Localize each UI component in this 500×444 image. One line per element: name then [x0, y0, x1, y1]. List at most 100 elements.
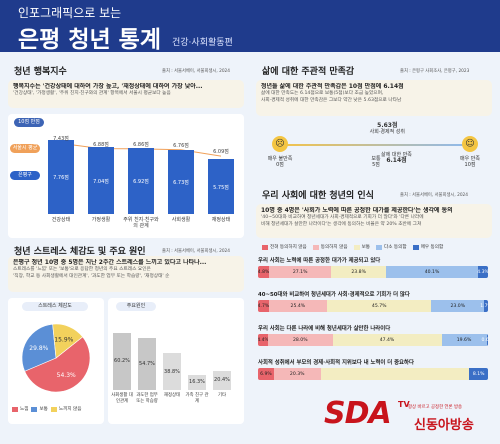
- society-seg-2-4: 0.6%: [481, 334, 488, 346]
- society-seg-2-1: 28.0%: [268, 334, 333, 346]
- econ-label: 사회·경제적 성취: [369, 129, 406, 135]
- cause-label-4: 기타: [217, 393, 227, 398]
- happiness-note: 행복지수는 '건강상태에 대하여 가장 높고, '재정상태에 대하여 가장 낮아…: [8, 80, 244, 108]
- stress-source: 출처 : 서울서베이, 서울회생시, 2024: [162, 249, 231, 254]
- category-label-0: 건강상태: [51, 217, 71, 223]
- cause-bar-2: [163, 353, 181, 390]
- satisfaction-detail1: 삶에 대한 만족도는 6.14점으로 보통(5점)보다 조금 높았으며,: [261, 91, 384, 96]
- category-label-2: 주위 친지·친구와의 관계: [123, 217, 159, 229]
- category-label-3: 사회생활: [171, 217, 191, 223]
- society-seg-1-3: 23.0%: [431, 300, 485, 312]
- watermark-brand: SDA: [324, 396, 392, 431]
- society-seg-3-0: 6.9%: [258, 368, 274, 380]
- cause-title: 주요원인: [116, 302, 156, 311]
- cause-label-1: 과도한 업무 또는 학습량: [136, 393, 158, 404]
- satisfaction-note: 청년들 삶에 대한 주관적 만족감은 10점 만점에 6.14점 삶에 대한 만…: [256, 80, 492, 116]
- society-legend-0: 전혀 동의하지 않음: [262, 244, 307, 250]
- society-seg-2-2: 47.4%: [332, 334, 442, 346]
- watermark-name: 신동아방송: [414, 418, 474, 433]
- satisfaction-title: 삶에 대한 주관적 만족감: [262, 67, 355, 77]
- pie-label-0: 54.3%: [57, 372, 76, 379]
- stress-cause-card: 주요원인 60.2% 사회생활 대인관계 54.7% 과도한 업무 또는 학습량 38.…: [108, 298, 244, 424]
- society-bar-3: 6.9% 20.3% 8.1%: [258, 368, 488, 380]
- stress-detail1: 스트레스를 '느낌' 또는 '보통'으로 응답한 청년의 주요 스트레스 요인은: [13, 267, 151, 272]
- bar-value-0: 7.76점: [53, 175, 69, 182]
- header-subtitle: 건강·사회활동편: [172, 38, 233, 48]
- pie-slice-2: [52, 323, 84, 359]
- cause-bar-1: [138, 338, 156, 390]
- happiness-detail: '건강상태', '가정생활', '주위 친지·친구와의 관계' 항목에서 서울시…: [13, 91, 171, 96]
- category-label-4: 재정상태: [211, 217, 231, 223]
- society-question-3: 사회적 성취에서 부모의 경제·사회적 지위보다 내 노력이 더 중요하다: [258, 360, 414, 366]
- society-headline: 10명 중 4명은 '사회가 노력에 따른 공정한 대가를 제공한다'는 생각에…: [261, 207, 453, 214]
- watermark-sub: 항상 바르고 공정한 언론 방송: [408, 405, 463, 410]
- society-seg-3-1: 20.3%: [273, 368, 321, 380]
- cause-label-0: 사회생활 대인관계: [111, 393, 133, 404]
- frown-icon: ☹: [272, 136, 288, 152]
- society-seg-0-3: 40.1%: [385, 266, 479, 278]
- smile-icon: ☺: [462, 136, 478, 152]
- society-detail1: '40~50대와 비교하여 청년세대가 사회·경제적으로 기회가 더 많다'와 …: [261, 215, 424, 220]
- society-bar-0: 4.8% 27.1% 23.8% 40.1% 4.3%: [258, 266, 488, 278]
- satisfaction-headline: 청년들 삶에 대한 주관적 만족감은 10점 만점에 6.14점: [261, 83, 404, 90]
- pie-slice-1: [21, 323, 57, 372]
- cause-label-2: 재정상태: [163, 393, 181, 398]
- cause-value-1: 54.7%: [139, 361, 155, 368]
- legend-eunpyeong: 은평구: [10, 171, 40, 180]
- mid-label: 보통: [371, 156, 381, 162]
- society-seg-0-0: 4.8%: [258, 266, 269, 278]
- society-seg-2-0: 4.4%: [258, 334, 269, 346]
- cause-bar-4: [213, 370, 231, 390]
- society-seg-3-2: [320, 368, 470, 380]
- happiness-source: 출처 : 서울서베이, 서울회생시, 2024: [162, 69, 231, 74]
- legend-seoul: 서울시 평균: [10, 144, 40, 153]
- stress-title: 청년 스트레스 체감도 및 주요 원인: [14, 247, 146, 257]
- econ-marker: 5.63점 사회·경제적 성취: [362, 122, 412, 136]
- society-seg-0-4: 4.3%: [477, 266, 488, 278]
- pie-legend: 느낌 보통 느끼지 않음: [12, 406, 82, 412]
- society-seg-2-3: 19.6%: [441, 334, 487, 346]
- stress-detail2: '직장, 학교 등 사회생활에서 대인관계', '과도한 업무 또는 학습량',…: [13, 274, 170, 279]
- bar-eunpyeong-4: 5.75점: [208, 159, 234, 214]
- pie-legend-1: 보통: [31, 406, 48, 412]
- society-seg-0-1: 27.1%: [269, 266, 332, 278]
- society-seg-1-4: 1.7%: [480, 300, 488, 312]
- society-detail2: 비해 청년세대가 살만한 나라이다'는 생각에 동의하는 비율은 약 20% 초…: [261, 222, 422, 227]
- cause-value-2: 38.8%: [164, 368, 180, 375]
- cause-bar-3: [188, 374, 206, 390]
- econ-value: 5.63점: [377, 122, 398, 129]
- seoul-value-4: 6.09점: [213, 149, 229, 156]
- satisfaction-source: 출처 : 은평구 사회조사, 은평구, 2023: [400, 69, 470, 74]
- bar-eunpyeong-3: 6.73점: [168, 150, 194, 214]
- cause-bar-0: [113, 332, 131, 390]
- left-label: 매우 불만족: [267, 156, 293, 162]
- happiness-chart: 10점 만점 서울시 평균 은평구 7.76점 7.43점 건강상태 7.04점 6.8…: [8, 114, 244, 238]
- bar-eunpyeong-1: 7.04점: [88, 147, 114, 214]
- header-title: 은평 청년 통계: [18, 27, 161, 52]
- pie-label-2: 15.9%: [54, 337, 73, 344]
- right-value: 10점: [464, 162, 476, 168]
- society-question-1: 40~50대와 비교하여 청년세대가 사회·경제적으로 기회가 더 많다: [258, 292, 410, 298]
- society-legend-3: 다소 동의함: [376, 244, 407, 250]
- stress-pie-card: 스트레스 체감도 54.3% 29.8% 15.9% 느낌 보통 느끼지 않음: [8, 298, 104, 424]
- life-marker: 삶에 대한 만족 6.14점: [372, 152, 422, 164]
- cause-label-3: 가족 친구 관계: [185, 393, 209, 404]
- society-title: 우리 사회에 대한 청년의 인식: [262, 191, 374, 201]
- stress-headline: 은평구 청년 10명 중 5명은 지난 2주간 스트레스를 느끼고 있다고 나타…: [13, 259, 207, 266]
- stress-pie: 54.3% 29.8% 15.9%: [21, 323, 91, 393]
- cause-value-4: 20.4%: [214, 377, 230, 384]
- society-note: 10명 중 4명은 '사회가 노력에 따른 공정한 대가를 제공한다'는 생각에…: [256, 204, 492, 238]
- society-seg-1-0: 4.7%: [258, 300, 269, 312]
- bar-value-4: 5.75점: [213, 184, 229, 191]
- bar-value-2: 6.92점: [133, 179, 149, 186]
- life-value: 6.14점: [386, 157, 407, 164]
- watermark: SDA TV 항상 바르고 공정한 언론 방송 신동아방송: [322, 396, 496, 440]
- scale-label: 10점 만점: [14, 118, 44, 127]
- society-seg-1-1: 25.4%: [268, 300, 327, 312]
- society-question-0: 우리 사회는 노력에 따른 공정한 대가가 제공되고 있다: [258, 258, 381, 264]
- society-bar-1: 4.7%25.4%45.7%23.0%1.7%: [258, 300, 488, 312]
- watermark-tv: TV: [398, 400, 410, 409]
- seoul-value-0: 7.43점: [53, 136, 69, 143]
- left-value: 0점: [276, 162, 284, 168]
- satisfaction-detail2: 사회·경제적 성취에 대한 만족감은 그보다 약간 낮은 5.63점으로 나타남: [261, 98, 402, 103]
